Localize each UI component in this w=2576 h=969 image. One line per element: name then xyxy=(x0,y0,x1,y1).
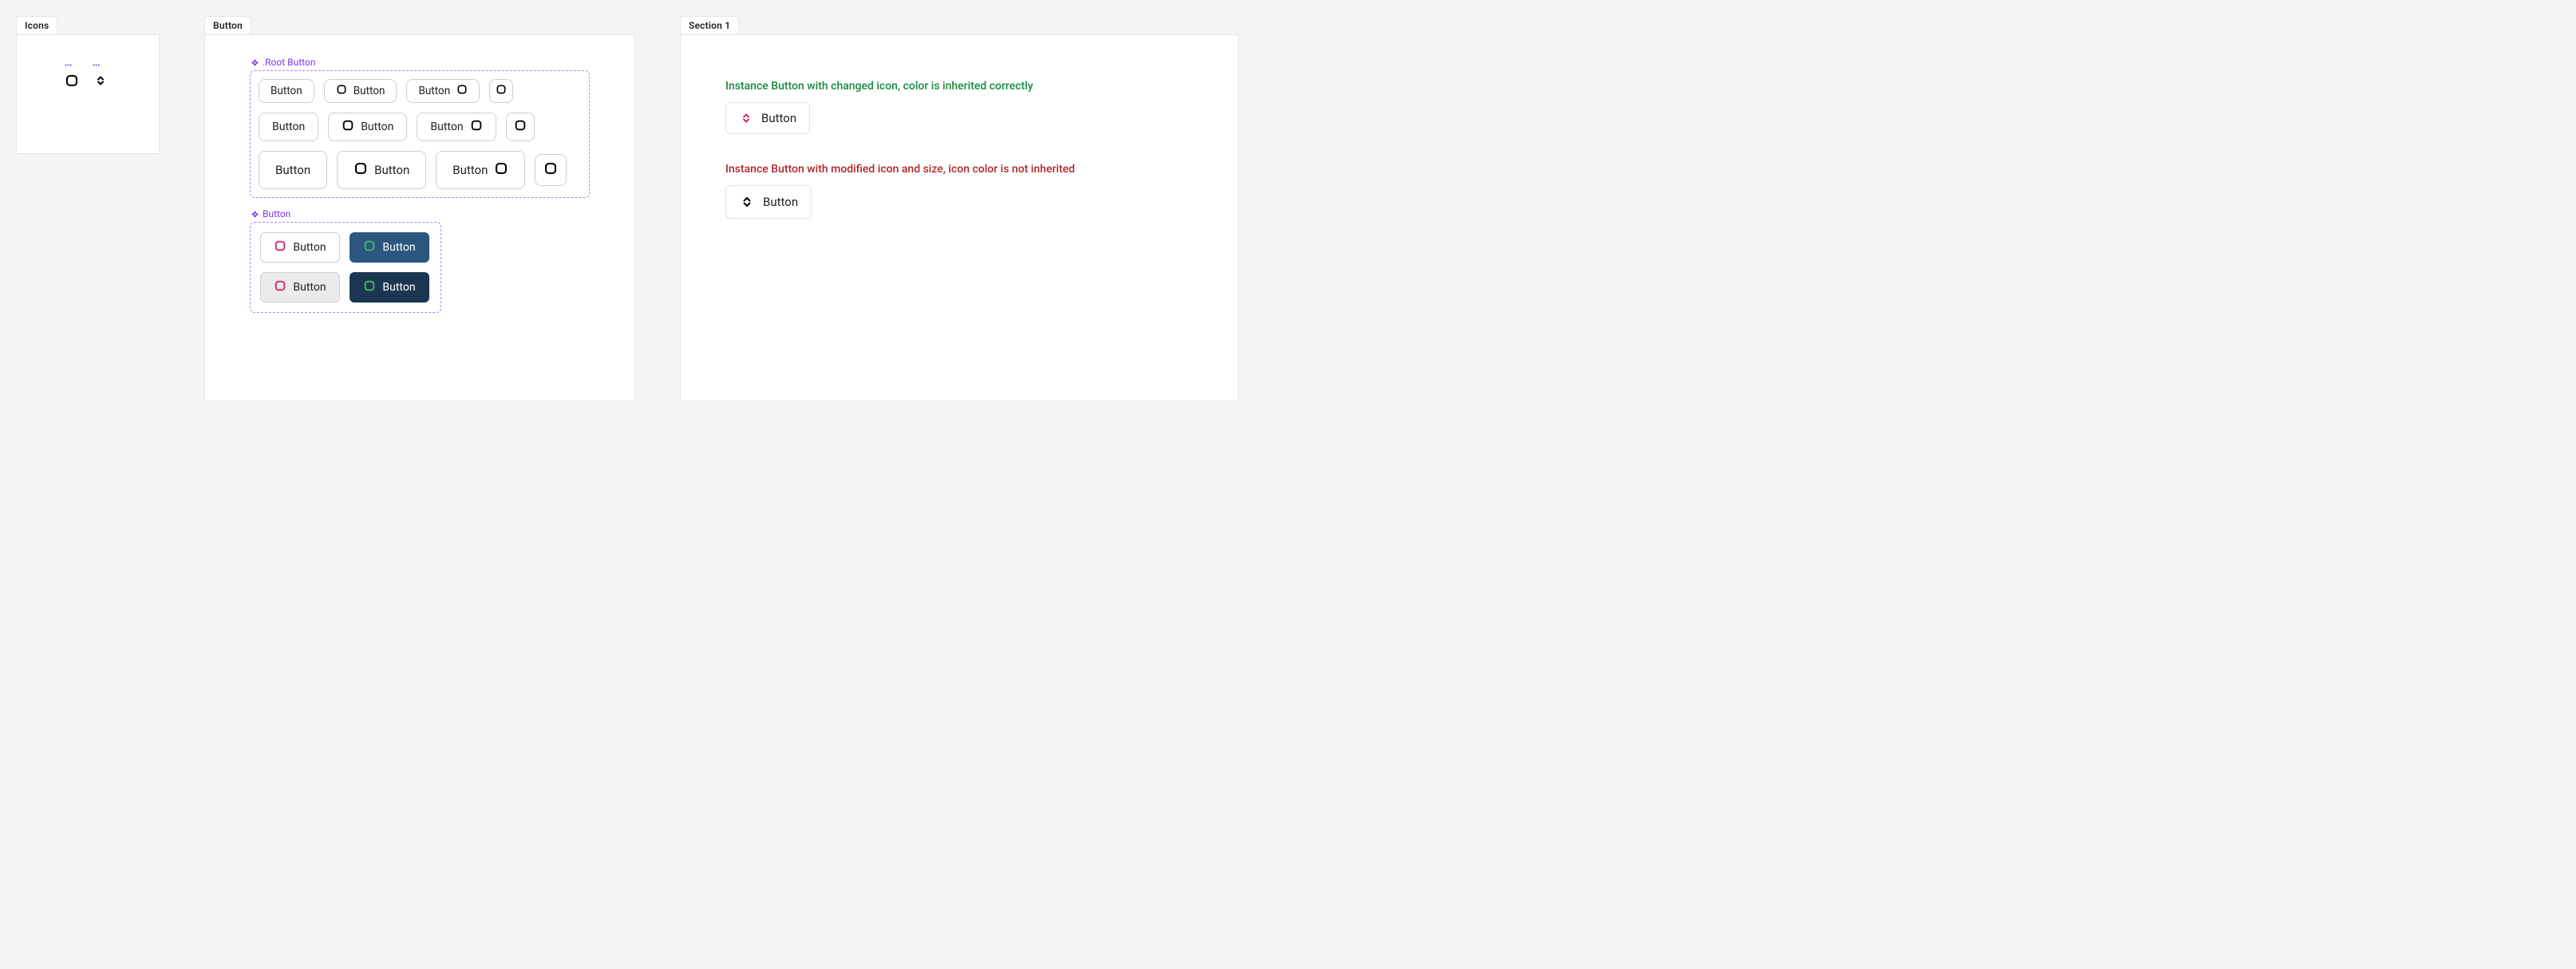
root-button-component-title: .Root Button xyxy=(251,57,315,68)
section-panel-wrap: Section 1 Instance Button with changed i… xyxy=(680,16,1239,401)
rounded-square-icon xyxy=(496,84,507,98)
root-row-lg: Button Button Button xyxy=(259,151,581,189)
root-btn-lg-icon-label[interactable]: Button xyxy=(337,151,426,189)
root-btn-sm-label[interactable]: Button xyxy=(259,79,314,103)
rounded-square-icon xyxy=(354,161,368,179)
root-btn-md-icon-label[interactable]: Button xyxy=(328,113,407,141)
var-btn-outline-default[interactable]: Button xyxy=(260,232,340,263)
btn-label: Button xyxy=(361,121,393,133)
root-btn-sm-icon-label[interactable]: Button xyxy=(324,79,397,103)
root-btn-md-label-icon[interactable]: Button xyxy=(417,113,496,141)
root-btn-md-label[interactable]: Button xyxy=(259,113,318,141)
var-btn-solid-hover[interactable]: Button xyxy=(350,272,429,303)
btn-label: Button xyxy=(763,195,798,209)
instance-button-good[interactable]: Button xyxy=(725,102,810,134)
root-button-component[interactable]: .Root Button Button Button Button xyxy=(250,70,590,198)
component-diamond-icon xyxy=(251,58,259,67)
panel-label-icons: Icons xyxy=(16,16,57,35)
root-btn-md-icon-only[interactable] xyxy=(506,113,535,141)
btn-label: Button xyxy=(761,111,796,125)
rounded-square-icon xyxy=(363,279,376,295)
btn-label: Button xyxy=(382,241,415,254)
rounded-square-icon xyxy=(274,239,286,255)
icons-panel: ••• ••• xyxy=(16,34,160,154)
rounded-square-icon xyxy=(274,279,286,295)
var-row-1: Button Button xyxy=(260,232,431,263)
var-btn-solid-default[interactable]: Button xyxy=(350,232,429,263)
rounded-square-icon xyxy=(456,84,468,98)
component-dots-2: ••• xyxy=(93,62,100,70)
root-btn-sm-icon-only[interactable] xyxy=(489,79,513,103)
var-row-2: Button Button xyxy=(260,272,431,303)
button-variants-component[interactable]: Button Button Button Button xyxy=(250,222,441,313)
rounded-square-icon xyxy=(363,239,376,255)
button-variants-component-title: Button xyxy=(251,208,290,220)
btn-label: Button xyxy=(293,281,326,294)
rounded-square-icon xyxy=(514,119,527,135)
panel-label-section: Section 1 xyxy=(680,16,739,35)
rounded-square-icon xyxy=(494,161,508,179)
btn-label: Button xyxy=(275,163,310,177)
chevron-up-down-icon xyxy=(739,194,755,210)
btn-label: Button xyxy=(272,121,305,133)
btn-label: Button xyxy=(354,85,385,97)
btn-label: Button xyxy=(452,163,488,177)
component-diamond-icon xyxy=(251,210,259,219)
rounded-square-icon xyxy=(342,119,354,135)
button-panel: .Root Button Button Button Button xyxy=(204,34,635,401)
rounded-square-icon xyxy=(336,84,347,98)
btn-label: Button xyxy=(293,241,326,254)
root-btn-sm-label-icon[interactable]: Button xyxy=(406,79,480,103)
panel-label-button: Button xyxy=(204,16,251,35)
btn-label: Button xyxy=(374,163,409,177)
root-btn-lg-label[interactable]: Button xyxy=(259,151,327,189)
note-inherited-correctly: Instance Button with changed icon, color… xyxy=(725,80,1193,93)
component-dots-1: ••• xyxy=(65,62,72,70)
btn-label: Button xyxy=(271,85,302,97)
root-button-component-title-text: .Root Button xyxy=(263,57,315,68)
button-variants-component-title-text: Button xyxy=(263,208,290,220)
chevron-up-down-icon xyxy=(739,111,753,125)
rounded-square-icon xyxy=(543,161,558,179)
btn-label: Button xyxy=(382,281,415,294)
instance-button-bad[interactable]: Button xyxy=(725,185,812,219)
root-row-md: Button Button Button xyxy=(259,113,581,141)
var-btn-outline-hover[interactable]: Button xyxy=(260,272,340,303)
root-btn-lg-label-icon[interactable]: Button xyxy=(436,151,525,189)
button-panel-wrap: Button .Root Button Button Button xyxy=(204,16,635,401)
chevron-up-down-icon[interactable] xyxy=(93,73,108,88)
rounded-square-icon xyxy=(470,119,483,135)
note-not-inherited: Instance Button with modified icon and s… xyxy=(725,163,1193,176)
rounded-square-icon[interactable] xyxy=(65,73,79,88)
btn-label: Button xyxy=(430,121,463,133)
root-row-sm: Button Button Button xyxy=(259,79,581,103)
design-canvas: Icons ••• ••• Button .Root Button xyxy=(16,16,2560,401)
icons-panel-wrap: Icons ••• ••• xyxy=(16,16,160,154)
root-btn-lg-icon-only[interactable] xyxy=(535,154,567,186)
section-panel: Instance Button with changed icon, color… xyxy=(680,34,1239,401)
icons-row: ••• ••• xyxy=(65,73,108,88)
btn-label: Button xyxy=(418,85,450,97)
